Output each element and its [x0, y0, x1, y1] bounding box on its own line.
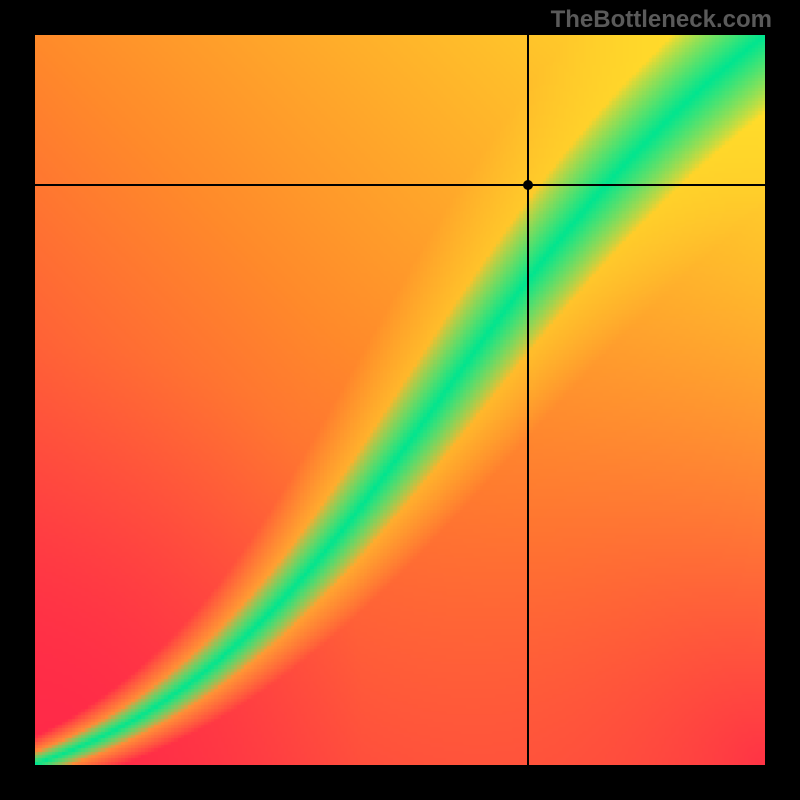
- crosshair-point: [523, 180, 533, 190]
- crosshair-vertical: [527, 35, 529, 765]
- watermark-label: TheBottleneck.com: [551, 6, 772, 34]
- bottleneck-heatmap: [35, 35, 765, 765]
- chart-container: TheBottleneck.com: [0, 0, 800, 800]
- crosshair-horizontal: [35, 184, 765, 186]
